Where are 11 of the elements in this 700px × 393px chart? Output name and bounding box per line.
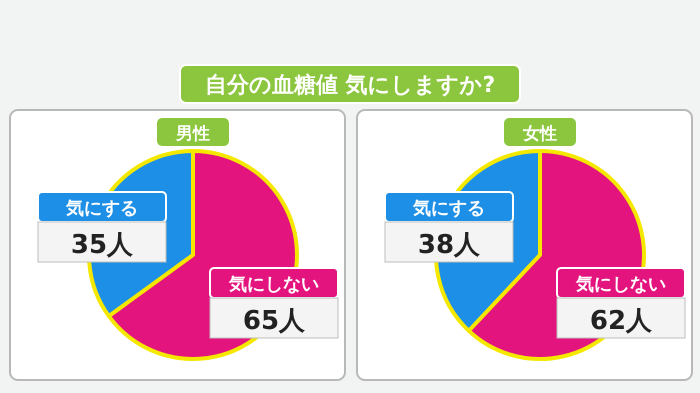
- data-label: 65人: [242, 306, 306, 336]
- slice-label: 気にする: [412, 198, 485, 219]
- slice-label: 気にしない: [228, 274, 319, 295]
- data-label: 35人: [70, 230, 134, 260]
- slice-label: 気にする: [65, 198, 138, 219]
- slice-label: 気にしない: [575, 274, 666, 295]
- data-label: 38人: [418, 230, 482, 260]
- chart-subtitle: 男性: [175, 124, 210, 144]
- chart-title: 自分の血糖値 気にしますか?: [204, 73, 496, 98]
- data-label: 62人: [590, 306, 654, 336]
- chart-subtitle: 女性: [522, 124, 557, 144]
